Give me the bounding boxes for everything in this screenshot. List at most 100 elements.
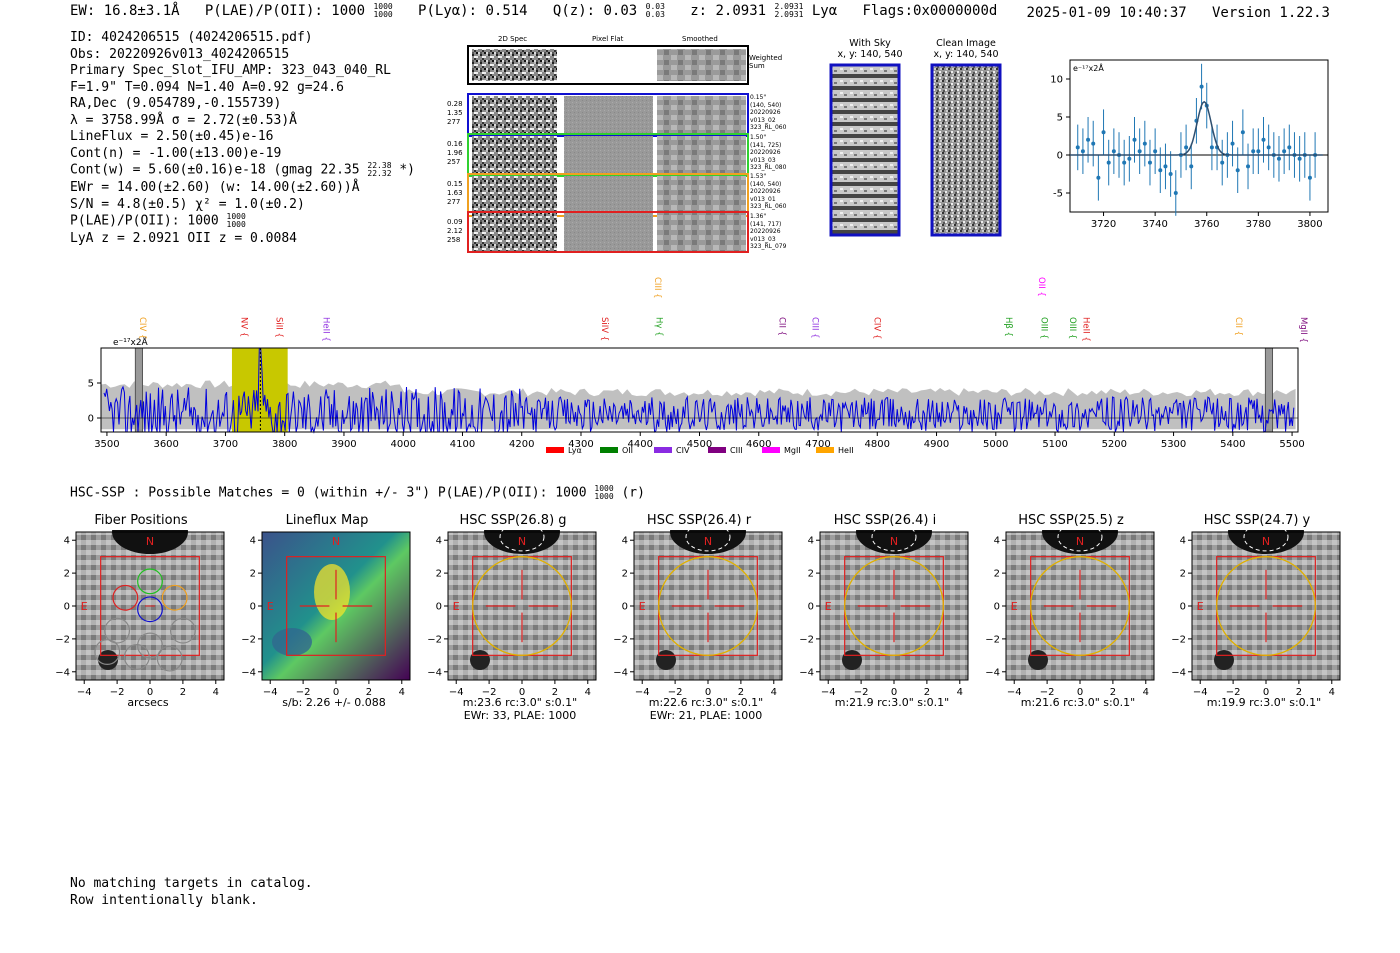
legend-label: CIV	[676, 446, 690, 455]
legend-label: MgII	[784, 446, 801, 455]
row-right-value: (141, 717)	[750, 220, 782, 228]
spectrum-y-tick-label: 5	[88, 379, 94, 390]
with-sky-label: With Sky	[849, 38, 891, 49]
datetime: 2025-01-09 10:40:37	[1026, 5, 1187, 21]
lineflux-low	[272, 628, 312, 656]
cutout-grid: 2D Spec Pixel Flat Smoothed	[440, 30, 800, 260]
panel-y-tick-label: 2	[64, 569, 70, 580]
panel-y-tick-label: −2	[986, 634, 1000, 645]
legend-swatch	[654, 447, 672, 453]
info-line: LyA z = 2.0921 OII z = 0.0084	[70, 231, 297, 246]
panel-x-tick-label: −2	[110, 687, 125, 698]
spectrum-x-tick-label: 3800	[272, 439, 297, 450]
panel-x-tick-label: 0	[1263, 687, 1269, 698]
z-lo: 2.0931	[774, 10, 804, 19]
image-panel: HSC SSP(26.4) r N E −4 −4 −2 −2 0 0 2 2 4 4 m:22.6 rc…	[614, 510, 784, 740]
panel-y-tick-label: −2	[800, 634, 814, 645]
panel-y-tick-label: 2	[808, 569, 814, 580]
with-sky-image	[829, 63, 901, 237]
spectrum-error-band	[101, 380, 1296, 430]
row-right-value: 323_RL_060	[750, 124, 787, 131]
cutout-image	[1192, 532, 1340, 680]
row-right-value: 323_RL_060	[750, 203, 787, 210]
bright-source	[1042, 530, 1118, 554]
panel-x-tick-label: −4	[821, 687, 836, 698]
fit-data-point	[1111, 149, 1116, 154]
panel-x-tick-label: 0	[705, 687, 711, 698]
east-label: E	[453, 600, 460, 613]
clean-image	[930, 63, 1002, 237]
east-label: E	[81, 600, 88, 613]
spectrum-x-tick-label: 5100	[1042, 439, 1067, 450]
panel-x-tick-label: 0	[333, 687, 339, 698]
panel-y-tick-label: 0	[808, 602, 814, 613]
contw-end: *)	[399, 162, 415, 178]
plae-line-hi: 1000	[226, 212, 246, 221]
panel-caption: m:23.6 rc:3.0" s:0.1" EWr: 33, PLAE: 1000	[420, 696, 620, 722]
fit-data-point	[1137, 149, 1142, 154]
fit-data-point	[1266, 145, 1271, 150]
fiber-circle	[137, 568, 163, 595]
weighted-sum-row	[467, 45, 749, 85]
col-header-pixelflat: Pixel Flat	[592, 35, 624, 43]
legend-label: Lyα	[568, 446, 582, 455]
match-radius-circle	[1030, 556, 1130, 656]
east-label: E	[1197, 600, 1204, 613]
legend-label: CIII	[730, 446, 743, 455]
spectrum-x-tick-label: 5300	[1161, 439, 1186, 450]
fit-data-point	[1297, 156, 1302, 161]
panel-y-tick-label: 0	[64, 602, 70, 613]
panel-plot: N E −4 −4 −2 −2 0 0 2 2 4 4	[428, 530, 597, 698]
panel-caption: s/b: 2.26 +/- 0.088	[234, 696, 434, 709]
cutout-image	[820, 532, 968, 680]
spectral-line-label: CIV {	[137, 317, 147, 339]
fit-data-point	[1287, 145, 1292, 150]
panel-caption: arcsecs	[48, 696, 248, 709]
panel-x-tick-label: −2	[1226, 687, 1241, 698]
panel-title: HSC SSP(25.5) z	[1018, 513, 1124, 528]
info-line-contw: Cont(w) = 5.60(±0.16)e-18 (gmag 22.35 22…	[70, 162, 415, 180]
fit-data-point	[1075, 145, 1080, 150]
panel-title: HSC SSP(24.7) y	[1203, 513, 1311, 528]
fit-data-point	[1127, 156, 1132, 161]
contw-hi: 22.38	[367, 161, 392, 170]
z-line: Lyα	[811, 3, 838, 19]
row-left-value: 0.28	[447, 100, 463, 108]
panel-y-tick-label: −4	[614, 667, 628, 678]
panel-caption-line: m:19.9 rc:3.0" s:0.1"	[1206, 696, 1322, 709]
panel-y-tick-label: −4	[986, 667, 1000, 678]
panel-caption: m:21.6 rc:3.0" s:0.1"	[978, 696, 1178, 709]
row-left-value: 0.15	[447, 180, 463, 188]
panel-x-tick-label: −2	[482, 687, 497, 698]
info-line: EWr = 14.00(±2.60) (w: 14.00(±2.60))Å	[70, 180, 360, 195]
sky-images	[829, 63, 1002, 237]
catalog-ellipse	[871, 530, 917, 552]
panel-x-tick-label: −4	[77, 687, 92, 698]
fit-data-point	[1261, 137, 1266, 142]
masked-region	[1264, 347, 1274, 433]
fit-x-tick-label: 3720	[1091, 219, 1116, 230]
row-left-label: 0.09 2.12 258	[447, 218, 463, 245]
panel-x-tick-label: 4	[399, 687, 405, 698]
cutout-image	[1006, 532, 1154, 680]
spectrum-x-tick-label: 3900	[331, 439, 356, 450]
fit-data-point	[1235, 168, 1240, 173]
fit-y-tick-label: -5	[1053, 189, 1063, 200]
east-label: E	[825, 600, 832, 613]
spectral-line-label: OIII {	[1038, 317, 1048, 339]
panel-y-tick-label: 0	[436, 602, 442, 613]
spectrum-x-tick-label: 5000	[983, 439, 1008, 450]
row-left-value: 277	[447, 118, 461, 126]
z-value: z: 2.0931	[690, 3, 767, 19]
fit-data-point	[1307, 175, 1312, 180]
panel-title: HSC SSP(26.4) r	[646, 513, 752, 528]
spectrum-x-tick-label: 4300	[568, 439, 593, 450]
image-panels: Fiber Positions N E −4 −4 −2 −2 0 0 2 2 4 4 arcsecs Li…	[0, 510, 1400, 740]
panel-x-tick-label: 0	[1077, 687, 1083, 698]
fiber-circle	[169, 617, 196, 644]
north-label: N	[704, 535, 712, 548]
panel-x-tick-label: 4	[771, 687, 777, 698]
fiber-row	[467, 133, 749, 177]
contw-text: Cont(w) = 5.60(±0.16)e-18 (gmag 22.35	[70, 162, 360, 178]
panel-y-tick-label: 2	[1180, 569, 1186, 580]
